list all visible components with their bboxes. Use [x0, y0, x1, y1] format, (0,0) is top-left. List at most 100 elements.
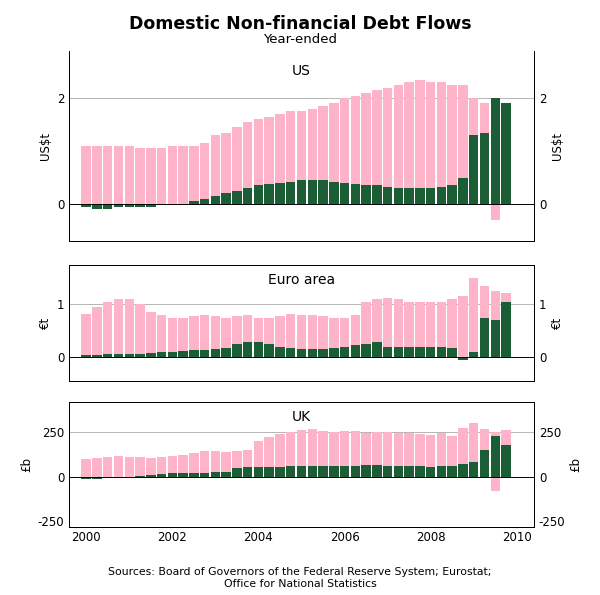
- Bar: [329, 318, 338, 357]
- Bar: [189, 146, 199, 204]
- Bar: [491, 432, 500, 477]
- Bar: [221, 452, 231, 477]
- Bar: [350, 315, 360, 357]
- Bar: [286, 432, 295, 477]
- Bar: [501, 430, 511, 477]
- Bar: [469, 352, 478, 357]
- Bar: [501, 104, 511, 204]
- Y-axis label: €t: €t: [551, 317, 563, 329]
- Bar: [458, 177, 467, 204]
- Bar: [146, 353, 155, 357]
- Bar: [437, 187, 446, 204]
- Bar: [394, 433, 403, 477]
- Bar: [82, 204, 91, 206]
- Bar: [82, 146, 91, 204]
- Bar: [491, 441, 500, 477]
- Bar: [167, 474, 177, 477]
- Bar: [243, 450, 253, 477]
- Bar: [82, 314, 91, 357]
- Bar: [394, 188, 403, 204]
- Bar: [415, 80, 425, 204]
- Bar: [232, 316, 242, 357]
- Bar: [361, 302, 371, 357]
- Bar: [501, 117, 511, 204]
- Bar: [404, 82, 414, 204]
- Bar: [167, 456, 177, 477]
- Bar: [243, 315, 253, 357]
- Bar: [232, 344, 242, 357]
- Bar: [340, 466, 349, 477]
- Bar: [286, 181, 295, 204]
- Bar: [361, 186, 371, 204]
- Bar: [415, 346, 425, 357]
- Bar: [383, 346, 392, 357]
- Text: US: US: [292, 64, 311, 78]
- Bar: [350, 465, 360, 477]
- Bar: [469, 135, 478, 204]
- Bar: [178, 473, 188, 477]
- Bar: [265, 184, 274, 204]
- Bar: [232, 468, 242, 477]
- Bar: [178, 318, 188, 357]
- Bar: [458, 85, 467, 204]
- Bar: [340, 346, 349, 357]
- Bar: [469, 278, 478, 357]
- Bar: [383, 465, 392, 477]
- Bar: [415, 434, 425, 477]
- Y-axis label: US$t: US$t: [40, 131, 52, 160]
- Bar: [340, 318, 349, 357]
- Bar: [318, 316, 328, 357]
- Bar: [125, 146, 134, 204]
- Bar: [383, 298, 392, 357]
- Bar: [340, 183, 349, 204]
- Bar: [189, 316, 199, 357]
- Y-axis label: €t: €t: [40, 317, 52, 329]
- Bar: [92, 146, 102, 204]
- Bar: [426, 82, 436, 204]
- Bar: [103, 355, 112, 357]
- Bar: [458, 428, 467, 477]
- Bar: [211, 135, 220, 204]
- Bar: [254, 186, 263, 204]
- Bar: [82, 477, 91, 480]
- Bar: [92, 204, 102, 209]
- Bar: [480, 430, 489, 477]
- Bar: [189, 350, 199, 357]
- Bar: [458, 357, 467, 360]
- Bar: [265, 437, 274, 477]
- Bar: [232, 191, 242, 204]
- Bar: [501, 293, 511, 357]
- Bar: [82, 355, 91, 357]
- Bar: [221, 193, 231, 204]
- Bar: [318, 349, 328, 357]
- Text: Year-ended: Year-ended: [263, 33, 337, 46]
- Bar: [308, 180, 317, 204]
- Bar: [350, 96, 360, 204]
- Bar: [501, 302, 511, 357]
- Bar: [146, 148, 155, 204]
- Bar: [136, 148, 145, 204]
- Bar: [221, 318, 231, 357]
- Bar: [221, 133, 231, 204]
- Bar: [318, 431, 328, 477]
- Bar: [394, 346, 403, 357]
- Bar: [491, 328, 500, 357]
- Bar: [372, 465, 382, 477]
- Bar: [415, 188, 425, 204]
- Bar: [200, 315, 209, 357]
- Bar: [491, 320, 500, 357]
- Bar: [437, 346, 446, 357]
- Bar: [394, 299, 403, 357]
- Bar: [275, 114, 285, 204]
- Bar: [275, 183, 285, 204]
- Bar: [297, 111, 306, 204]
- Text: UK: UK: [292, 411, 311, 424]
- Bar: [157, 352, 166, 357]
- Bar: [426, 302, 436, 357]
- Bar: [243, 188, 253, 204]
- Bar: [372, 90, 382, 204]
- Bar: [243, 122, 253, 204]
- Bar: [415, 466, 425, 477]
- Bar: [480, 318, 489, 357]
- Bar: [254, 466, 263, 477]
